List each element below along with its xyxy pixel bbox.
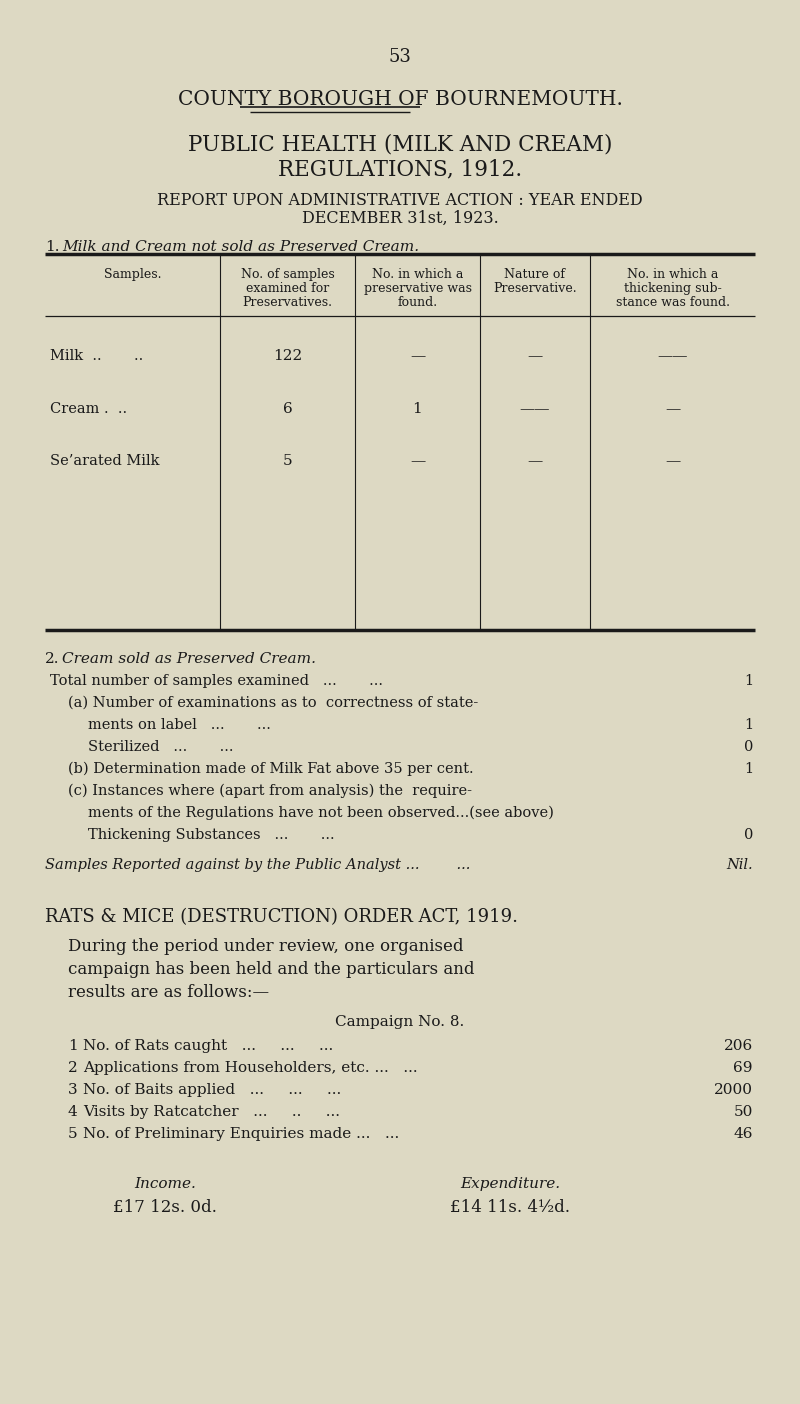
Text: Samples Reported against by the Public Analyst ...        ...: Samples Reported against by the Public A… xyxy=(45,858,470,872)
Text: During the period under review, one organised: During the period under review, one orga… xyxy=(68,938,463,955)
Text: 1: 1 xyxy=(413,402,422,416)
Text: —: — xyxy=(665,453,680,468)
Text: REGULATIONS, 1912.: REGULATIONS, 1912. xyxy=(278,159,522,180)
Text: Samples.: Samples. xyxy=(104,268,162,281)
Text: results are as follows:—: results are as follows:— xyxy=(68,984,269,1001)
Text: No. in which a: No. in which a xyxy=(627,268,718,281)
Text: COUNTY BOROUGH OF BOURNEMOUTH.: COUNTY BOROUGH OF BOURNEMOUTH. xyxy=(178,90,622,110)
Text: 2.: 2. xyxy=(45,651,59,665)
Text: Visits by Ratcatcher   ...     ..     ...: Visits by Ratcatcher ... .. ... xyxy=(83,1105,340,1119)
Text: Cream sold as Preserved Cream.: Cream sold as Preserved Cream. xyxy=(62,651,316,665)
Text: 6: 6 xyxy=(282,402,292,416)
Text: REPORT UPON ADMINISTRATIVE ACTION : YEAR ENDED: REPORT UPON ADMINISTRATIVE ACTION : YEAR… xyxy=(157,192,643,209)
Text: ments of the Regulations have not been observed...(see above): ments of the Regulations have not been o… xyxy=(88,806,554,820)
Text: PUBLIC HEALTH (MILK AND CREAM): PUBLIC HEALTH (MILK AND CREAM) xyxy=(188,133,612,154)
Text: £17 12s. 0d.: £17 12s. 0d. xyxy=(113,1199,217,1216)
Text: Preservative.: Preservative. xyxy=(493,282,577,295)
Text: examined for: examined for xyxy=(246,282,329,295)
Text: Expenditure.: Expenditure. xyxy=(460,1177,560,1191)
Text: 4: 4 xyxy=(68,1105,78,1119)
Text: campaign has been held and the particulars and: campaign has been held and the particula… xyxy=(68,960,474,979)
Text: 46: 46 xyxy=(734,1127,753,1141)
Text: 1: 1 xyxy=(744,674,753,688)
Text: 2000: 2000 xyxy=(714,1082,753,1097)
Text: RATS & MICE (DESTRUCTION) ORDER ACT, 1919.: RATS & MICE (DESTRUCTION) ORDER ACT, 191… xyxy=(45,908,518,927)
Text: Milk and Cream not sold as Preserved Cream.: Milk and Cream not sold as Preserved Cre… xyxy=(62,240,419,254)
Text: 1: 1 xyxy=(744,762,753,776)
Text: stance was found.: stance was found. xyxy=(615,296,730,309)
Text: 2: 2 xyxy=(68,1061,78,1075)
Text: preservative was: preservative was xyxy=(363,282,471,295)
Text: 1: 1 xyxy=(68,1039,78,1053)
Text: 5: 5 xyxy=(282,453,292,468)
Text: Nature of: Nature of xyxy=(505,268,566,281)
Text: —: — xyxy=(410,453,425,468)
Text: thickening sub-: thickening sub- xyxy=(624,282,722,295)
Text: No. in which a: No. in which a xyxy=(372,268,463,281)
Text: Milk  ..       ..: Milk .. .. xyxy=(50,350,143,364)
Text: ——: —— xyxy=(520,402,550,416)
Text: 0: 0 xyxy=(744,828,753,842)
Text: (c) Instances where (apart from analysis) the  require-: (c) Instances where (apart from analysis… xyxy=(68,783,472,799)
Text: 1: 1 xyxy=(744,717,753,731)
Text: No. of Rats caught   ...     ...     ...: No. of Rats caught ... ... ... xyxy=(83,1039,334,1053)
Text: No. of Preliminary Enquiries made ...   ...: No. of Preliminary Enquiries made ... ..… xyxy=(83,1127,399,1141)
Text: —: — xyxy=(665,402,680,416)
Text: Cream .  ..: Cream . .. xyxy=(50,402,127,416)
Text: ——: —— xyxy=(658,350,688,364)
Text: 1.: 1. xyxy=(45,240,59,254)
Text: 0: 0 xyxy=(744,740,753,754)
Text: (a) Number of examinations as to  correctness of state-: (a) Number of examinations as to correct… xyxy=(68,696,478,710)
Text: ments on label   ...       ...: ments on label ... ... xyxy=(88,717,271,731)
Text: No. of Baits applied   ...     ...     ...: No. of Baits applied ... ... ... xyxy=(83,1082,342,1097)
Text: 206: 206 xyxy=(724,1039,753,1053)
Text: 53: 53 xyxy=(389,48,411,66)
Text: 50: 50 xyxy=(734,1105,753,1119)
Text: DECEMBER 31st, 1923.: DECEMBER 31st, 1923. xyxy=(302,211,498,227)
Text: Campaign No. 8.: Campaign No. 8. xyxy=(335,1015,465,1029)
Text: Se’arated Milk: Se’arated Milk xyxy=(50,453,159,468)
Text: Income.: Income. xyxy=(134,1177,196,1191)
Text: —: — xyxy=(527,350,542,364)
Text: 122: 122 xyxy=(273,350,302,364)
Text: Applications from Householders, etc. ...   ...: Applications from Householders, etc. ...… xyxy=(83,1061,418,1075)
Text: 69: 69 xyxy=(734,1061,753,1075)
Text: Preservatives.: Preservatives. xyxy=(242,296,333,309)
Text: Thickening Substances   ...       ...: Thickening Substances ... ... xyxy=(88,828,334,842)
Text: (b) Determination made of Milk Fat above 35 per cent.: (b) Determination made of Milk Fat above… xyxy=(68,762,474,776)
Text: found.: found. xyxy=(398,296,438,309)
Text: Nil.: Nil. xyxy=(726,858,753,872)
Text: 5: 5 xyxy=(68,1127,78,1141)
Text: Sterilized   ...       ...: Sterilized ... ... xyxy=(88,740,234,754)
Text: —: — xyxy=(527,453,542,468)
Text: 3: 3 xyxy=(68,1082,78,1097)
Text: Total number of samples examined   ...       ...: Total number of samples examined ... ... xyxy=(50,674,383,688)
Text: No. of samples: No. of samples xyxy=(241,268,334,281)
Text: £14 11s. 4½d.: £14 11s. 4½d. xyxy=(450,1199,570,1216)
Text: —: — xyxy=(410,350,425,364)
